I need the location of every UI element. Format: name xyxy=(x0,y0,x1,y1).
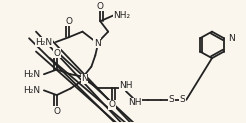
Text: O: O xyxy=(97,2,104,11)
Text: NH: NH xyxy=(119,81,133,90)
Text: N: N xyxy=(94,38,101,47)
Text: S: S xyxy=(169,95,174,104)
Text: O: O xyxy=(65,17,72,26)
Text: N: N xyxy=(228,34,235,43)
Text: NH: NH xyxy=(128,98,142,107)
Text: H₂N: H₂N xyxy=(23,86,41,95)
Text: H₂N: H₂N xyxy=(35,38,52,46)
Text: O: O xyxy=(109,100,116,109)
Text: O: O xyxy=(53,49,60,58)
Text: O: O xyxy=(53,107,60,116)
Text: N: N xyxy=(81,75,88,84)
Text: NH₂: NH₂ xyxy=(113,11,131,20)
Text: S: S xyxy=(179,95,185,104)
Text: H₂N: H₂N xyxy=(23,70,41,79)
